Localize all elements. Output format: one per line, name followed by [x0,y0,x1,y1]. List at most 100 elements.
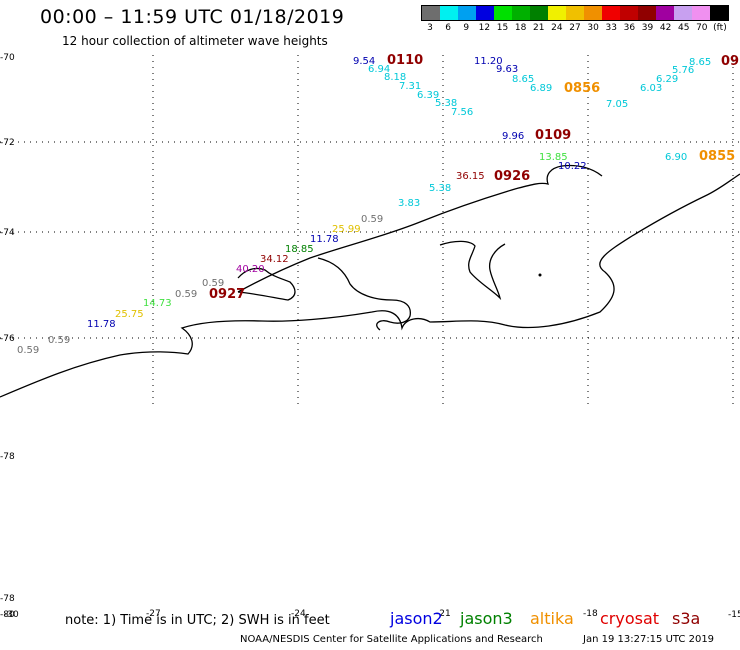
wave-height-value: 0.59 [17,345,39,356]
wave-height-value: 9.54 [353,56,375,67]
latitude-label: -70 [0,53,15,63]
longitude-labels: -30 -27 -24 -21 -18 -15 [4,609,740,620]
wave-height-value: 7.56 [451,107,473,118]
wave-height-value: 5.38 [435,98,457,109]
color-swatch [548,6,566,20]
pass-time-label: 09 [721,54,739,69]
color-swatch [620,6,638,20]
pass-time-label: 0109 [535,128,571,143]
wave-height-value: 9.96 [502,131,524,142]
color-scale-label: 27 [569,23,581,33]
satellite-cryosat-label: cryosat [600,609,660,628]
latitude-label: -74 [0,228,15,238]
coastline-ice-shelf [0,173,740,398]
color-scale-label: 24 [551,23,563,33]
pass-time-label: 0926 [494,169,530,184]
wave-height-value: 6.03 [640,83,662,94]
longitude-label: -21 [436,609,451,619]
satellite-jason3-label: jason3 [460,609,513,628]
color-scale-label: 6 [445,23,452,33]
latitude-label: -80 [0,610,15,620]
island-marker [538,273,542,277]
coastline [0,164,740,398]
color-swatch [656,6,674,20]
wave-height-value: 5.38 [429,183,451,194]
wave-height-value: 25.75 [115,309,144,320]
color-scale-label: 70 [696,23,708,33]
satellite-jason2-label: jason2 [390,609,443,628]
color-swatch [440,6,458,20]
color-scale-label: 30 [587,23,599,33]
wave-height-value: 0.59 [175,289,197,300]
coastline-peninsula [317,257,411,331]
color-scale-label: 3 [427,23,433,33]
color-swatch [566,6,584,20]
satellite-altika-label: altika [530,609,574,628]
pass-time-label: 0855 [699,149,735,164]
generation-timestamp: Jan 19 13:27:15 UTC 2019 [583,634,715,645]
latitude-label: -78 [0,452,15,462]
pass-time-labels: 0110 0856 09 0109 0855 0926 0927 [209,53,739,302]
wave-height-value: 6.89 [530,83,552,94]
wave-height-value: 34.12 [260,254,289,265]
pass-time-label: 0856 [564,81,600,96]
wave-height-value: 0.59 [202,278,224,289]
wave-height-value: 11.20 [474,56,503,67]
wave-height-value: 18.85 [285,244,314,255]
wave-height-value: 36.15 [456,171,485,182]
color-scale-label: 42 [659,23,672,33]
wave-height-value: 6.29 [656,74,678,85]
wave-height-value: 11.78 [310,234,339,245]
wave-height-value: 6.94 [368,64,390,75]
wave-height-value: 0.59 [361,214,383,225]
color-scale-label: 33 [605,23,617,33]
wave-height-value: 9.63 [496,64,518,75]
coastline-inlet [439,240,506,301]
longitude-label: -24 [291,609,306,619]
color-swatch [422,6,440,20]
wave-height-value: 5.76 [672,65,694,76]
longitude-label: -30 [4,610,19,620]
color-swatch [638,6,656,20]
wave-height-value: 11.78 [87,319,116,330]
graticule [0,55,740,408]
color-scale-label: 15 [496,23,509,33]
color-swatch [494,6,512,20]
color-swatch [602,6,620,20]
color-scale-label: 36 [623,23,636,33]
color-swatch [512,6,530,20]
color-scale-labels: 3 6 9 12 15 18 21 24 27 30 33 36 39 42 45 70 (ft) [421,23,729,35]
color-swatch [692,6,710,20]
pass-time-label: 0110 [387,53,423,68]
wave-height-value: 8.18 [384,72,406,83]
wave-height-value: 13.85 [539,152,568,163]
latitude-label: -72 [0,138,15,148]
color-scale-label: 18 [514,23,527,33]
credit-line: NOAA/NESDIS Center for Satellite Applica… [240,634,543,645]
wave-height-value: 6.90 [665,152,687,163]
wave-height-value: 40.20 [236,264,265,275]
latitude-label: -76 [0,334,15,344]
pass-time-label: 0927 [209,287,245,302]
wave-height-value: 3.83 [398,198,420,209]
color-swatch [584,6,602,20]
color-scale-label: 9 [463,23,470,33]
color-scale-label: 39 [641,23,654,33]
color-scale-label: 12 [478,23,491,33]
color-scale-label: (ft) [713,23,727,33]
wave-height-value: 25.99 [332,224,361,235]
wave-height-value: 8.65 [512,74,534,85]
map-title: 00:00 – 11:59 UTC 01/18/2019 [40,6,345,28]
latitude-labels: -70 -72 -74 -76 -78 -78 -80 [0,53,15,620]
wave-height-value: 14.73 [143,298,172,309]
color-scale-bar [421,5,729,21]
color-swatch [710,6,728,20]
wave-height-value: 0.59 [48,335,70,346]
color-swatch [530,6,548,20]
wave-height-observations: 9.546.948.187.316.395.387.5611.209.638.6… [17,56,711,356]
color-swatch [674,6,692,20]
map-subtitle: 12 hour collection of altimeter wave hei… [62,34,328,48]
wave-height-value: 6.39 [417,90,439,101]
coastline-bay [237,164,603,293]
